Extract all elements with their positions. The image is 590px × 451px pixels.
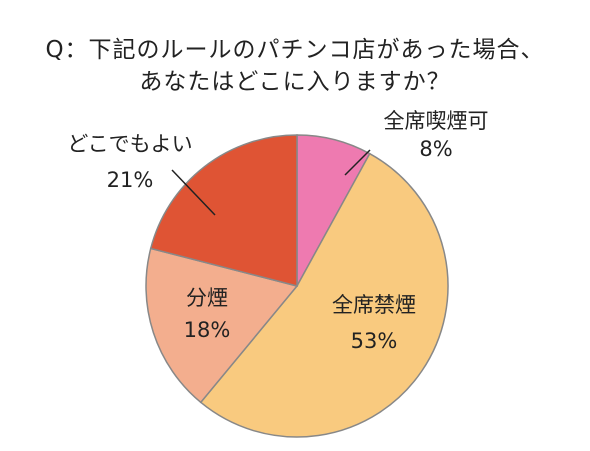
slice-label-2: 全席禁煙 [332,293,416,317]
leader-line-4 [171,169,216,216]
slice-value-label-2: 53% [351,329,398,353]
slice-label-4: どこでもよい [67,132,192,156]
slice-label-1: 全席喫煙可 [384,109,489,133]
chart-title-line-2: あなたはどこに入りますか？ [139,69,451,95]
pie-slice-3 [145,247,299,404]
slice-value-label-1: 8% [419,137,452,161]
pie-slice-2 [199,152,449,438]
slice-label-3: 分煙 [186,286,228,310]
chart-title-line-1: Q：下記のルールのパチンコ店があった場合、 [45,37,545,63]
pie-slice-4 [149,134,298,287]
slice-value-label-3: 18% [184,318,231,342]
slice-value-label-4: 21% [107,168,154,192]
leader-line-1 [344,149,371,176]
